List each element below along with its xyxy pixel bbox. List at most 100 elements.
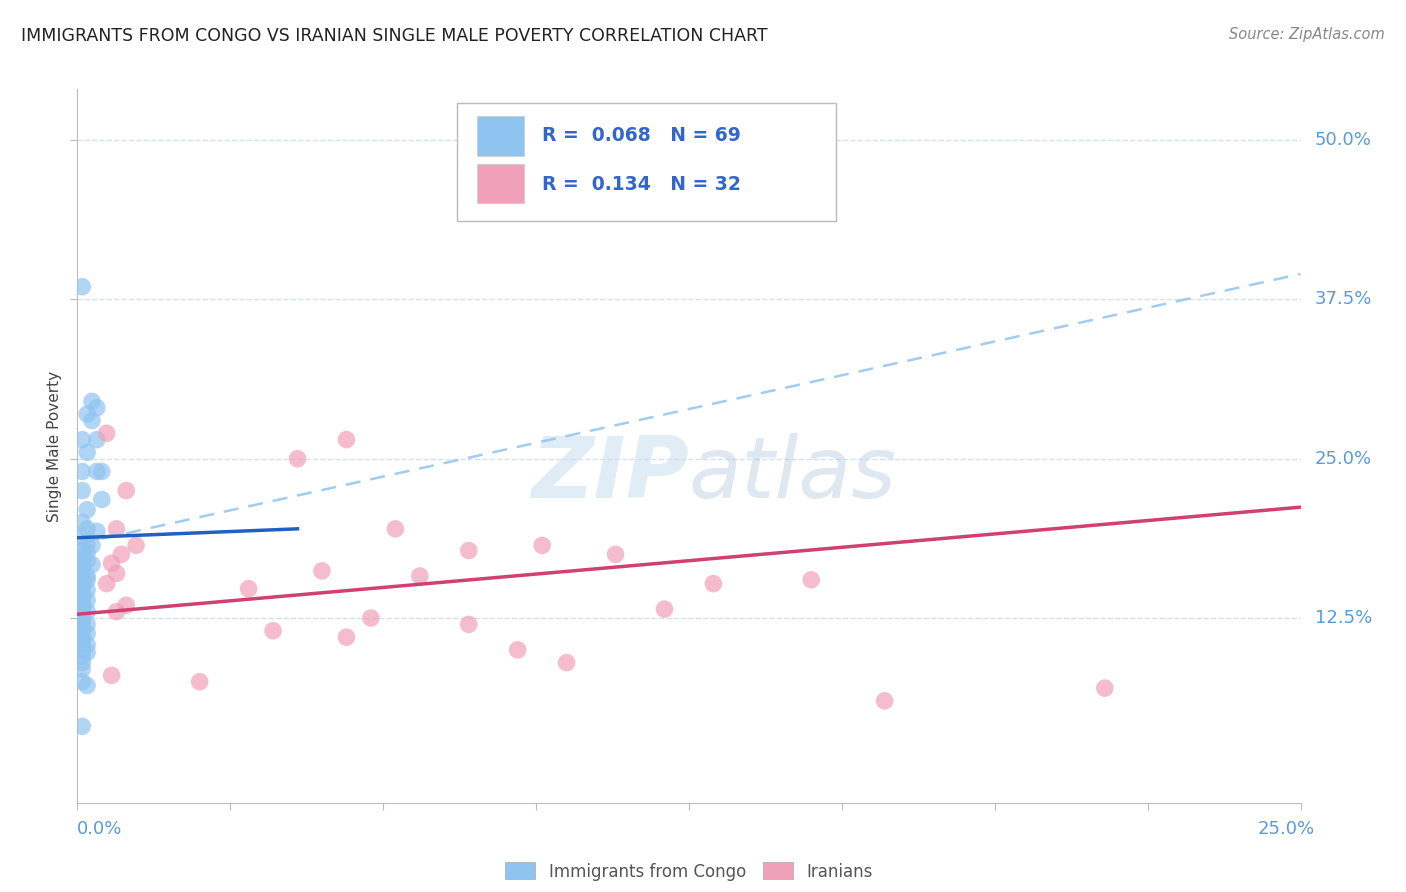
Point (96, 576, 118, 591)
Point (70, 483, 93, 498)
Point (70, 549, 93, 564)
Point (70, 585, 93, 599)
Point (76, 522, 98, 536)
Point (555, 656, 578, 670)
Point (100, 668, 122, 682)
Text: 25.0%: 25.0% (1315, 450, 1372, 467)
Point (70, 600, 93, 615)
Point (76, 537, 98, 551)
Point (70, 603, 93, 617)
Point (702, 576, 724, 591)
Point (70, 599, 93, 613)
Text: IMMIGRANTS FROM CONGO VS IRANIAN SINGLE MALE POVERTY CORRELATION CHART: IMMIGRANTS FROM CONGO VS IRANIAN SINGLE … (21, 27, 768, 45)
Point (86, 524, 108, 539)
Point (76, 593, 98, 607)
Point (287, 451, 309, 466)
Point (70, 656, 93, 670)
Point (457, 543, 479, 558)
Point (70, 582, 93, 596)
Point (115, 599, 138, 613)
Point (70, 516, 93, 530)
Point (262, 624, 284, 638)
Point (70, 630, 93, 644)
Point (90, 492, 112, 507)
Point (800, 573, 823, 587)
Point (76, 573, 98, 587)
Point (70, 572, 93, 586)
Text: 25.0%: 25.0% (1257, 820, 1315, 838)
Text: atlas: atlas (689, 433, 897, 516)
Point (70, 578, 93, 592)
Text: ZIP: ZIP (531, 433, 689, 516)
Point (70, 575, 93, 590)
Point (76, 407, 98, 421)
Point (86, 433, 108, 447)
Point (70, 609, 93, 624)
Point (238, 582, 260, 596)
Point (311, 564, 333, 578)
Point (70, 279, 93, 293)
Text: 50.0%: 50.0% (1315, 131, 1371, 149)
Point (70, 566, 93, 581)
Point (100, 556, 122, 570)
Point (70, 624, 93, 638)
Point (125, 538, 148, 552)
Point (70, 615, 93, 629)
FancyBboxPatch shape (457, 103, 835, 221)
Text: 0.0%: 0.0% (77, 820, 122, 838)
Point (76, 605, 98, 619)
Text: R =  0.134   N = 32: R = 0.134 N = 32 (543, 175, 741, 194)
Point (96, 426, 118, 441)
Point (70, 465, 93, 479)
Point (70, 662, 93, 676)
Point (70, 643, 93, 657)
Text: Source: ZipAtlas.com: Source: ZipAtlas.com (1229, 27, 1385, 42)
Point (531, 538, 554, 552)
Point (70, 591, 93, 606)
FancyBboxPatch shape (477, 164, 524, 203)
Point (70, 588, 93, 602)
Point (188, 674, 211, 689)
Point (76, 626, 98, 640)
Point (70, 591, 93, 605)
Point (1094, 681, 1116, 695)
Point (873, 694, 896, 708)
Text: 37.5%: 37.5% (1315, 291, 1372, 309)
Point (384, 522, 406, 536)
Point (335, 433, 357, 447)
Point (110, 547, 132, 561)
Text: R =  0.068   N = 69: R = 0.068 N = 69 (543, 126, 741, 145)
Point (80, 413, 103, 427)
Point (70, 596, 93, 610)
Point (86, 465, 108, 479)
Text: 12.5%: 12.5% (1315, 609, 1372, 627)
Point (70, 560, 93, 574)
Point (76, 502, 98, 516)
Point (70, 554, 93, 568)
Point (70, 543, 93, 558)
Point (115, 483, 138, 498)
Point (70, 433, 93, 447)
Point (70, 649, 93, 664)
Point (80, 394, 103, 409)
Point (70, 719, 93, 733)
Point (70, 636, 93, 650)
Point (70, 674, 93, 689)
Point (76, 546, 98, 560)
Point (409, 569, 432, 583)
Point (105, 566, 128, 581)
Y-axis label: Single Male Poverty: Single Male Poverty (46, 370, 62, 522)
Point (335, 630, 357, 644)
Point (605, 547, 627, 561)
Point (76, 582, 98, 597)
Point (105, 605, 128, 619)
Point (76, 617, 98, 632)
Point (70, 563, 93, 577)
Point (90, 465, 112, 479)
Point (80, 538, 103, 552)
Point (76, 638, 98, 652)
Point (70, 607, 93, 622)
Point (86, 401, 108, 415)
Point (70, 620, 93, 634)
Point (70, 556, 93, 570)
